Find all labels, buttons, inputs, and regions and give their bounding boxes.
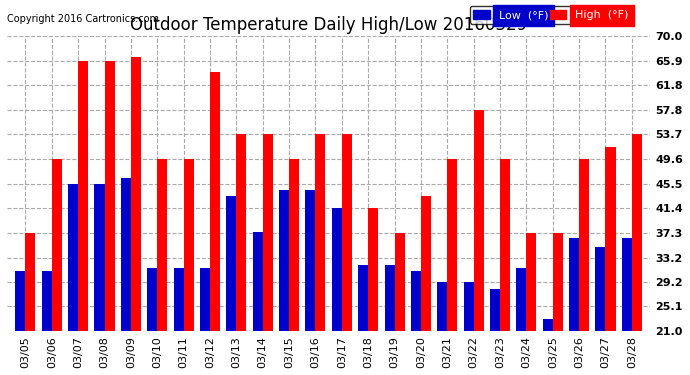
Bar — [606, 147, 615, 331]
Bar — [184, 159, 194, 331]
Bar — [78, 61, 88, 331]
Bar — [253, 232, 263, 331]
Bar — [104, 61, 115, 331]
Bar — [147, 268, 157, 331]
Bar — [569, 238, 579, 331]
Bar — [595, 247, 606, 331]
Bar — [210, 72, 220, 331]
Bar — [437, 282, 447, 331]
Bar — [263, 134, 273, 331]
Bar — [421, 196, 431, 331]
Title: Outdoor Temperature Daily High/Low 20160329: Outdoor Temperature Daily High/Low 20160… — [130, 16, 527, 34]
Bar — [306, 190, 315, 331]
Bar — [553, 233, 563, 331]
Bar — [200, 268, 210, 331]
Bar — [490, 289, 500, 331]
Bar — [52, 159, 62, 331]
Bar — [315, 134, 326, 331]
Legend: Low  (°F), High  (°F): Low (°F), High (°F) — [470, 6, 632, 24]
Bar — [237, 134, 246, 331]
Bar — [579, 159, 589, 331]
Bar — [121, 178, 131, 331]
Bar — [464, 282, 473, 331]
Bar — [368, 209, 378, 331]
Bar — [447, 159, 457, 331]
Bar — [174, 268, 184, 331]
Bar — [473, 110, 484, 331]
Bar — [632, 134, 642, 331]
Bar — [332, 209, 342, 331]
Bar — [411, 271, 421, 331]
Bar — [68, 184, 78, 331]
Bar — [289, 159, 299, 331]
Bar — [157, 159, 167, 331]
Text: Copyright 2016 Cartronics.com: Copyright 2016 Cartronics.com — [7, 14, 159, 24]
Bar — [500, 159, 510, 331]
Bar — [526, 233, 536, 331]
Bar — [131, 57, 141, 331]
Bar — [42, 271, 52, 331]
Bar — [95, 184, 104, 331]
Bar — [395, 233, 404, 331]
Bar — [384, 265, 395, 331]
Bar — [26, 233, 35, 331]
Bar — [543, 319, 553, 331]
Bar — [622, 238, 632, 331]
Bar — [279, 190, 289, 331]
Bar — [226, 196, 237, 331]
Bar — [358, 265, 368, 331]
Bar — [15, 271, 26, 331]
Bar — [342, 134, 352, 331]
Bar — [516, 268, 526, 331]
